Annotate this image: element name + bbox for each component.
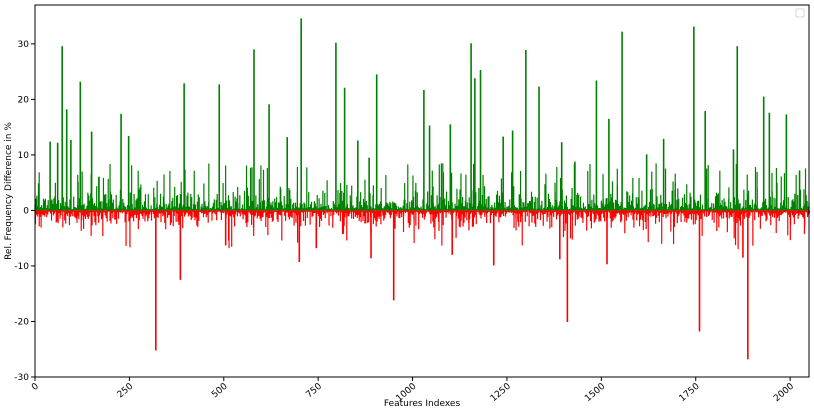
x-tick-label: 250 <box>116 381 136 400</box>
x-tick-label: 0 <box>30 381 41 393</box>
y-tick-label: 0 <box>23 206 29 216</box>
y-axis-ticks: -30 -20 -10 0 10 20 30 <box>14 40 35 383</box>
x-tick-label: 1500 <box>583 381 607 404</box>
x-tick-label: 1750 <box>678 381 702 404</box>
y-axis-label: Rel. Frequency Difference in % <box>4 122 14 260</box>
plot-frame <box>34 4 810 378</box>
x-tick-label: 1250 <box>489 381 513 404</box>
x-tick-label: 750 <box>305 381 325 400</box>
y-tick-label: -20 <box>14 317 29 327</box>
x-tick-label: 2000 <box>772 381 796 404</box>
y-tick-label: 30 <box>18 40 30 50</box>
bars <box>34 18 811 360</box>
x-axis-label: Features Indexes <box>384 399 461 409</box>
x-tick-label: 500 <box>210 381 230 400</box>
y-tick-label: -10 <box>14 262 29 272</box>
y-tick-label: 20 <box>18 95 30 105</box>
y-tick-label: 10 <box>18 151 30 161</box>
y-tick-label: -30 <box>14 373 29 383</box>
legend-box <box>795 8 805 18</box>
